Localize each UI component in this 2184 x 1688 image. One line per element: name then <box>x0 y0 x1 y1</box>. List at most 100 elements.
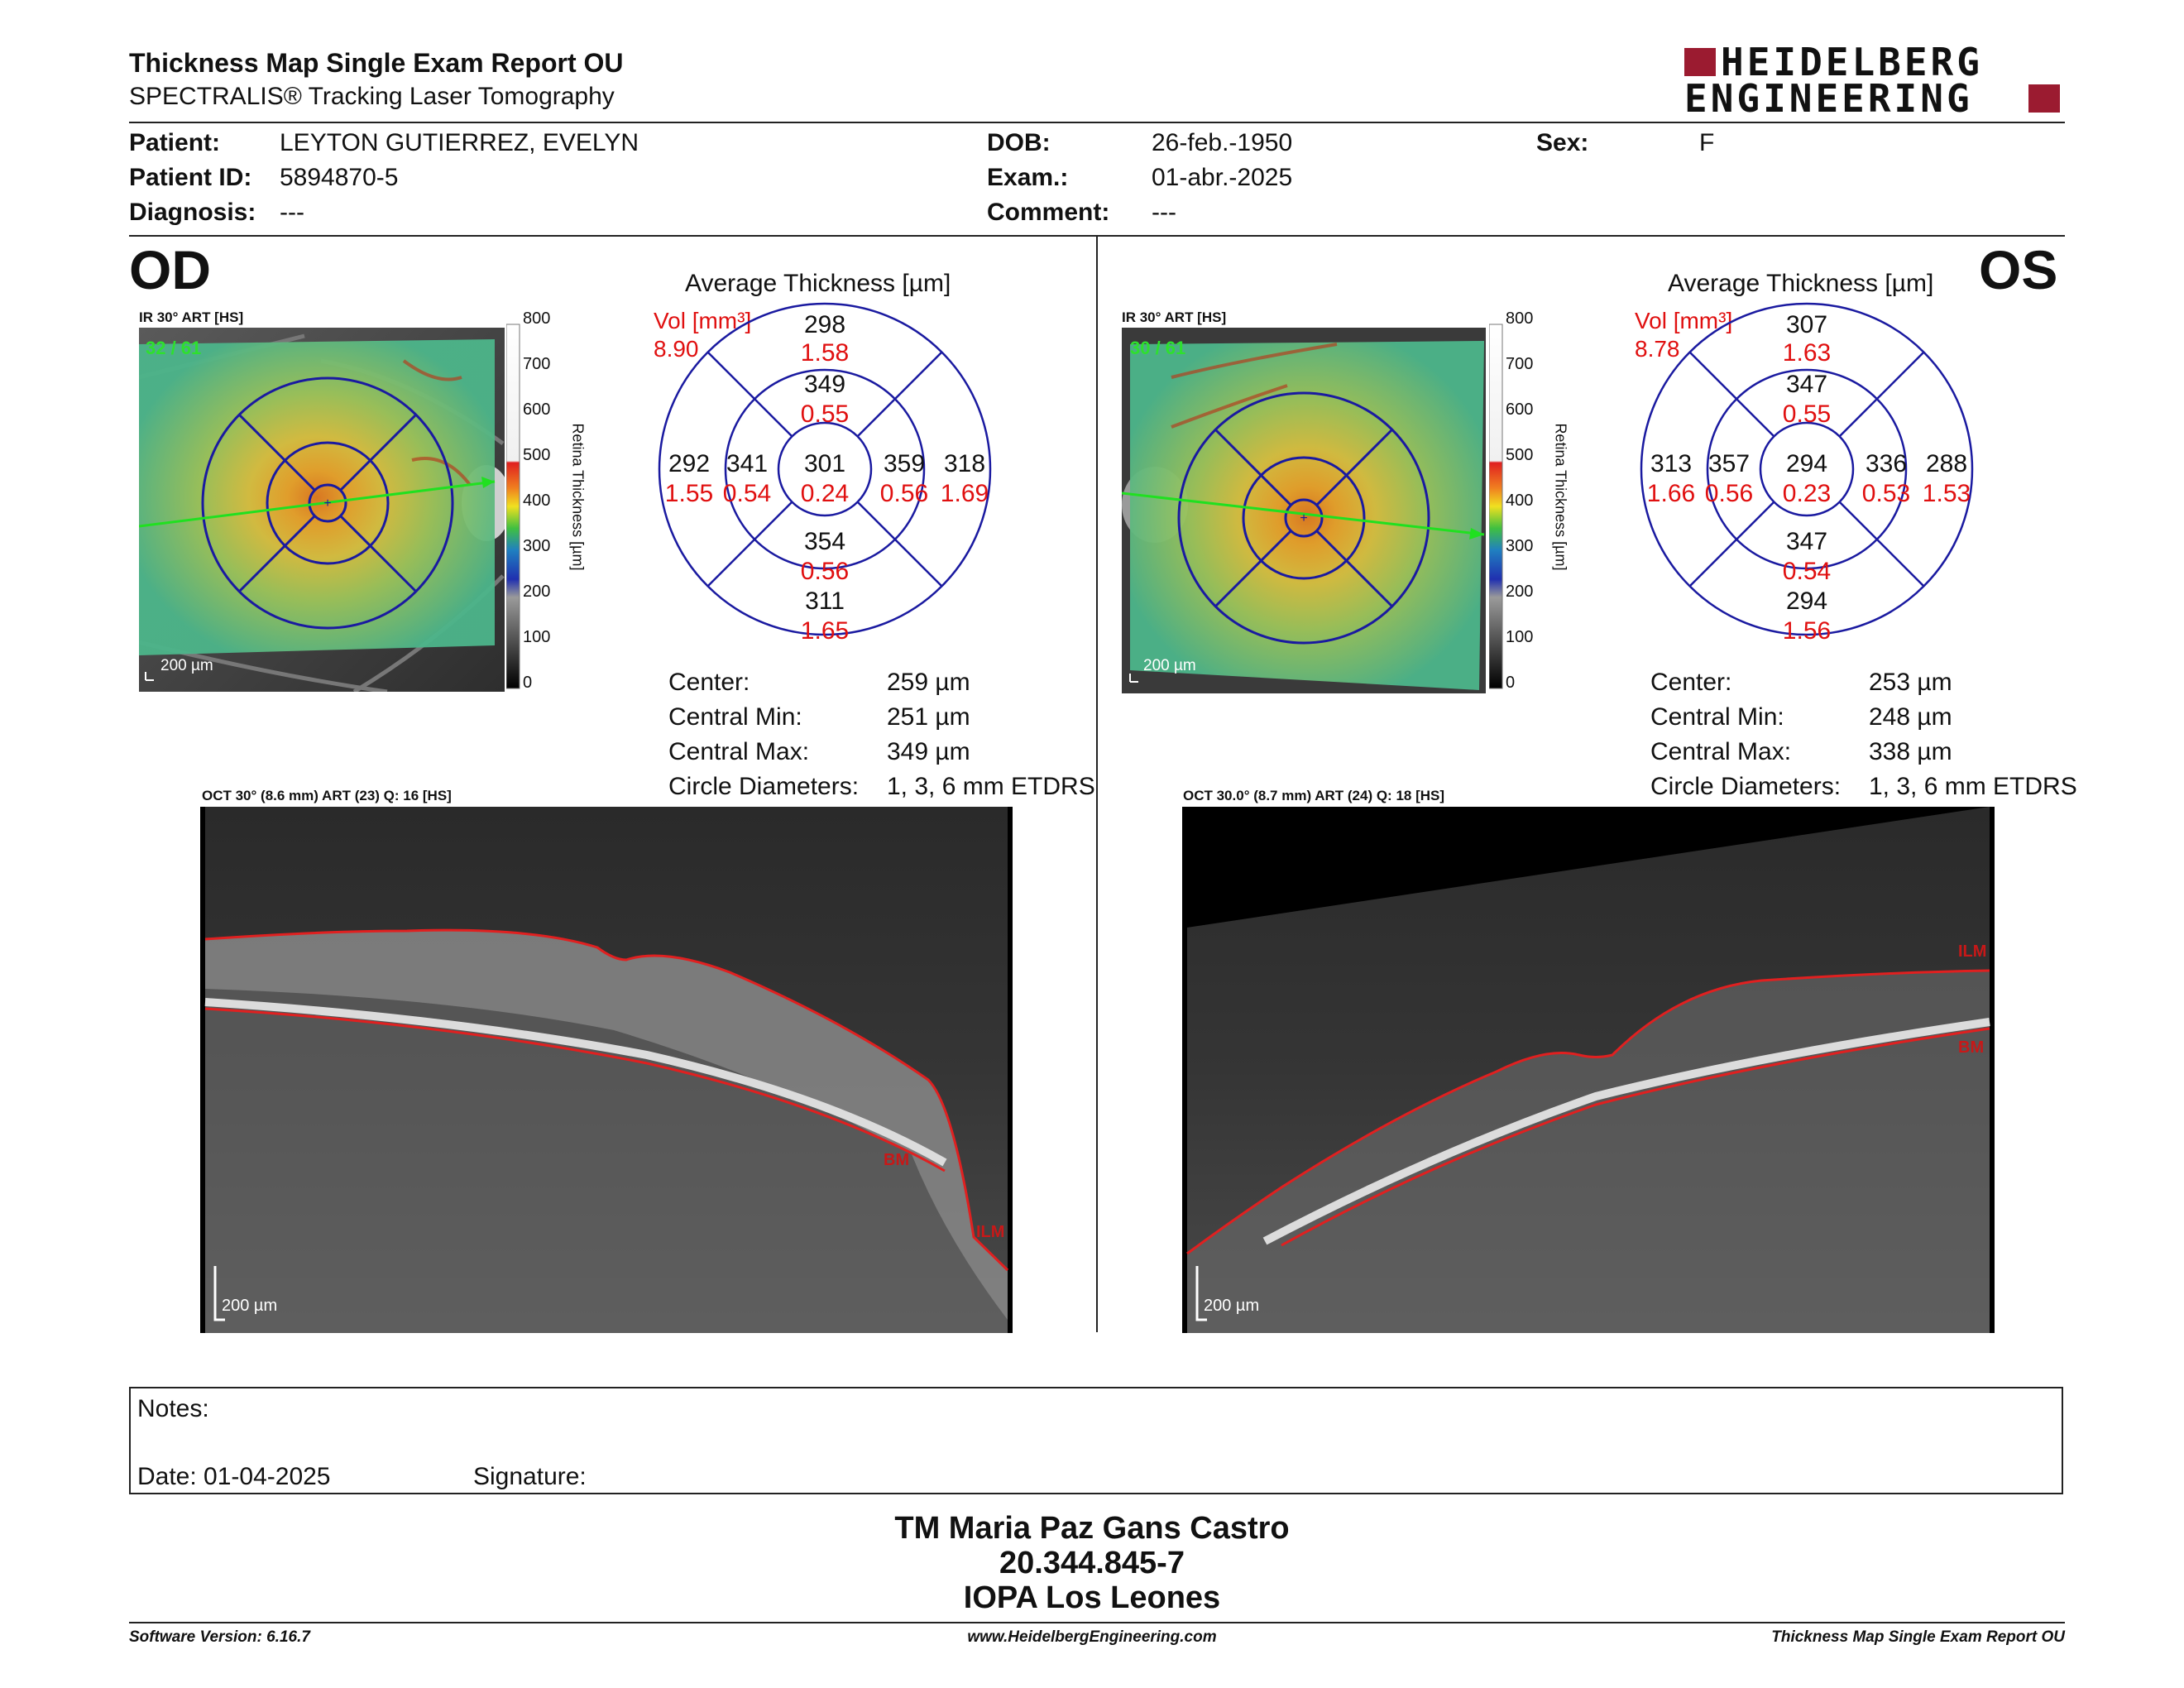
od-scale-tick: 100 <box>523 628 551 646</box>
os-center-thickness: 294 <box>1785 450 1828 477</box>
logo-line2: ENGINEERING <box>1684 76 1973 121</box>
os-avg-heading: Average Thickness [µm] <box>1668 270 1934 297</box>
report-subtitle: SPECTRALIS® Tracking Laser Tomography <box>129 83 615 110</box>
os-fundus-image: + 30 / 61 200 µm <box>1121 328 1486 693</box>
footer-url: www.HeidelbergEngineering.com <box>967 1628 1217 1646</box>
patient-label: Patient: <box>129 129 221 156</box>
os-scale-tick: 500 <box>1506 446 1534 464</box>
os-etdrs-grid <box>1640 302 1974 636</box>
od-bm-label: BM <box>884 1151 910 1169</box>
od-scale-tick: 600 <box>523 400 551 419</box>
os-inner-inf-thickness: 347 <box>1785 528 1828 555</box>
od-scale-tick: 400 <box>523 492 551 510</box>
notes-box: Notes: Date: 01-04-2025 Signature: <box>129 1387 2063 1494</box>
os-oct-label: OCT 30.0° (8.7 mm) ART (24) Q: 18 [HS] <box>1183 788 1445 803</box>
od-inner-right-volume: 0.56 <box>879 480 929 507</box>
od-scale-tick: 200 <box>523 583 551 601</box>
os-ilm-label: ILM <box>1958 942 1987 961</box>
od-oct-bscan: BM ILM 200 µm <box>200 807 1013 1333</box>
notes-date: Date: 01-04-2025 <box>137 1463 331 1490</box>
os-center-label: Center: <box>1650 669 1732 696</box>
sex-value: F <box>1699 129 1715 156</box>
os-inner-right-volume: 0.53 <box>1861 480 1911 507</box>
od-inner-sup-thickness: 349 <box>803 371 846 398</box>
os-scale-tick: 200 <box>1506 583 1534 601</box>
exam-label: Exam.: <box>987 164 1069 191</box>
od-center-volume: 0.24 <box>800 480 850 507</box>
os-outer-sup-thickness: 307 <box>1785 311 1828 338</box>
os-ir-count: 30 / 61 <box>1130 338 1186 358</box>
od-center-label: Center: <box>668 669 750 696</box>
os-outer-left-thickness: 313 <box>1650 450 1693 477</box>
od-center-thickness: 301 <box>803 450 846 477</box>
os-ir-scalebar: 200 µm <box>1143 657 1196 674</box>
os-max-value: 338 µm <box>1869 738 1952 765</box>
od-oct-scalebar: 200 µm <box>222 1297 278 1315</box>
os-thickness-colorbar <box>1488 321 1580 693</box>
os-outer-inf-thickness: 294 <box>1785 587 1828 615</box>
os-outer-inf-volume: 1.56 <box>1782 617 1832 645</box>
od-inner-inf-thickness: 354 <box>803 528 846 555</box>
od-ir-label: IR 30° ART [HS] <box>139 309 244 325</box>
eye-divider <box>1096 237 1098 1332</box>
os-scale-ticks: 800 700 600 500 400 300 200 100 0 <box>1506 309 1572 692</box>
od-thickness-colorbar <box>505 321 597 693</box>
os-vol-label: Vol [mm³] <box>1635 308 1733 333</box>
os-inner-right-thickness: 336 <box>1865 450 1908 477</box>
od-inner-left-volume: 0.54 <box>722 480 772 507</box>
od-outer-inf-volume: 1.65 <box>800 617 850 645</box>
dob-value: 26-feb.-1950 <box>1152 129 1293 156</box>
od-min-label: Central Min: <box>668 703 802 731</box>
diagnosis-value: --- <box>280 199 304 226</box>
signoff-id: 20.344.845-7 <box>999 1546 1185 1580</box>
os-outer-sup-volume: 1.63 <box>1782 339 1832 367</box>
od-scale-ticks: 800 700 600 500 400 300 200 100 0 <box>523 309 589 692</box>
os-min-value: 248 µm <box>1869 703 1952 731</box>
os-oct-bscan: ILM BM 200 µm <box>1182 807 1995 1333</box>
dob-label: DOB: <box>987 129 1051 156</box>
od-ir-count: 32 / 61 <box>146 338 202 358</box>
os-circle-value: 1, 3, 6 mm ETDRS <box>1869 773 2077 800</box>
od-outer-inf-thickness: 311 <box>805 587 845 615</box>
os-inner-left-thickness: 357 <box>1707 450 1751 477</box>
os-scale-tick: 600 <box>1506 400 1534 419</box>
od-scale-tick: 700 <box>523 355 551 373</box>
od-max-value: 349 µm <box>887 738 970 765</box>
os-scale-tick: 800 <box>1506 309 1534 328</box>
os-vol-total: 8.78 <box>1635 336 1680 362</box>
od-circle-label: Circle Diameters: <box>668 773 860 800</box>
os-scale-tick: 0 <box>1506 674 1516 692</box>
os-inner-sup-volume: 0.55 <box>1782 400 1832 428</box>
diagnosis-label: Diagnosis: <box>129 199 256 226</box>
os-outer-left-volume: 1.66 <box>1646 480 1696 507</box>
od-avg-heading: Average Thickness [µm] <box>685 270 951 297</box>
od-center-value: 259 µm <box>887 669 970 696</box>
od-outer-sup-volume: 1.58 <box>800 339 850 367</box>
os-circle-label: Circle Diameters: <box>1650 773 1842 800</box>
od-etdrs-grid <box>658 302 992 636</box>
patient-id-value: 5894870-5 <box>280 164 399 191</box>
signoff-name: TM Maria Paz Gans Castro <box>894 1511 1290 1546</box>
od-inner-right-thickness: 359 <box>883 450 926 477</box>
od-outer-right-thickness: 318 <box>943 450 986 477</box>
os-oct-scalebar: 200 µm <box>1204 1297 1260 1315</box>
os-outer-right-thickness: 288 <box>1925 450 1968 477</box>
od-min-value: 251 µm <box>887 703 970 731</box>
exam-value: 01-abr.-2025 <box>1152 164 1293 191</box>
sex-label: Sex: <box>1536 129 1589 156</box>
os-eye-label: OS <box>1979 239 2058 300</box>
os-scale-tick: 300 <box>1506 537 1534 555</box>
os-center-value: 253 µm <box>1869 669 1952 696</box>
od-inner-left-thickness: 341 <box>726 450 769 477</box>
od-outer-left-thickness: 292 <box>668 450 711 477</box>
footer-version: Software Version: 6.16.7 <box>129 1628 310 1646</box>
os-scale-tick: 100 <box>1506 628 1534 646</box>
os-scale-tick: 700 <box>1506 355 1534 373</box>
od-outer-right-volume: 1.69 <box>940 480 989 507</box>
od-inner-inf-volume: 0.56 <box>800 558 850 585</box>
footer-report: Thickness Map Single Exam Report OU <box>1771 1628 2065 1646</box>
od-scale-tick: 800 <box>523 309 551 328</box>
od-vol-total: 8.90 <box>654 336 699 362</box>
os-inner-inf-volume: 0.54 <box>1782 558 1832 585</box>
os-outer-right-volume: 1.53 <box>1922 480 1971 507</box>
